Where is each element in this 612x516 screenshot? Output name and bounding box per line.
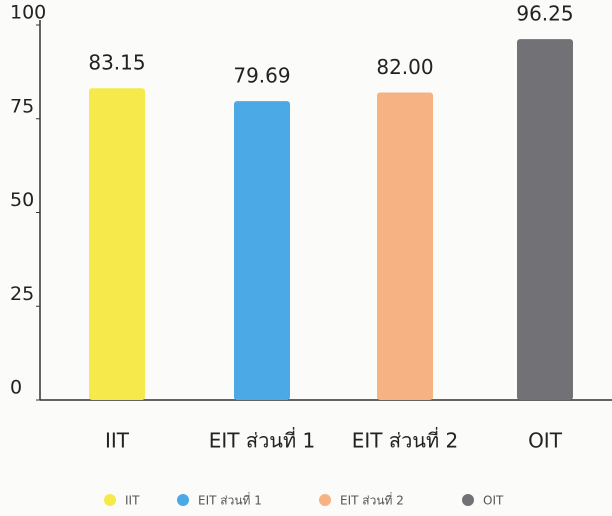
value-label: 96.25 xyxy=(516,2,573,26)
y-tick-label: 50 xyxy=(10,189,34,211)
x-tick-label: OIT xyxy=(528,429,563,453)
legend-swatch xyxy=(104,494,116,506)
y-tick-label: 25 xyxy=(10,283,34,305)
y-tick-label: 0 xyxy=(10,377,22,399)
legend-swatch xyxy=(462,494,474,506)
legend-label: OIT xyxy=(483,494,504,508)
x-tick-label: EIT ส่วนที่ 1 xyxy=(209,427,315,453)
bar xyxy=(517,39,573,400)
x-tick-label: EIT ส่วนที่ 2 xyxy=(352,427,458,453)
bar xyxy=(89,88,145,400)
legend-swatch xyxy=(177,494,189,506)
legend-swatch xyxy=(319,494,331,506)
legend-label: EIT ส่วนที่ 1 xyxy=(198,492,262,508)
legend-label: IIT xyxy=(125,494,140,508)
legend-label: EIT ส่วนที่ 2 xyxy=(340,492,404,508)
y-tick-label: 75 xyxy=(10,95,34,117)
bar xyxy=(377,92,433,400)
value-label: 79.69 xyxy=(233,64,290,88)
y-tick-label: 100 xyxy=(10,2,46,24)
bar xyxy=(234,101,290,400)
value-label: 83.15 xyxy=(88,51,145,75)
x-tick-label: IIT xyxy=(105,429,130,453)
value-label: 82.00 xyxy=(376,55,433,79)
